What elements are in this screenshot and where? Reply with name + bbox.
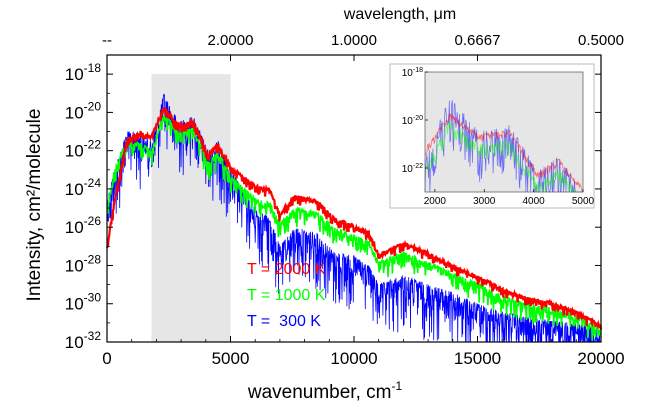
inset-x-tick-label: 3000 bbox=[473, 196, 496, 207]
y-tick-label: 10-28 bbox=[65, 252, 102, 275]
x-tick-label: 10000 bbox=[330, 349, 377, 368]
inset-series-line-1 bbox=[424, 121, 583, 194]
y-tick-label: 10-22 bbox=[65, 138, 102, 161]
top-axis: -- 2.0000 1.0000 0.6667 0.5000 bbox=[102, 32, 624, 61]
x-tick-label: 15000 bbox=[454, 349, 501, 368]
x-tick-label: 5000 bbox=[212, 349, 250, 368]
y-axis: 10-32 10-30 10-28 10-26 10-24 10-22 10-20 10-18 bbox=[65, 61, 601, 352]
top-tick-label: 2.0000 bbox=[208, 32, 254, 49]
legend-entry-1000k: T = 1000 K bbox=[247, 287, 326, 304]
top-tick-label: 1.0000 bbox=[331, 32, 377, 49]
x-axis-title: wavenumber, cm-1 bbox=[247, 379, 403, 403]
inset-frame bbox=[424, 71, 584, 193]
inset-y-tick-label: 10-22 bbox=[402, 163, 423, 175]
inset-x-tick-label: 5000 bbox=[572, 196, 595, 207]
x-axis-title-sup: -1 bbox=[391, 379, 402, 393]
top-tick-label: 0.5000 bbox=[578, 32, 624, 49]
legend-entry-300k: T = 300 K bbox=[247, 313, 321, 330]
y-tick-label: 10-24 bbox=[65, 176, 102, 199]
top-axis-title: wavelength, μm bbox=[343, 6, 456, 23]
inset-series-line-0 bbox=[424, 112, 584, 193]
x-tick-label: 20000 bbox=[577, 349, 624, 368]
y-axis-title: Intensity, cm²/molecule bbox=[24, 109, 45, 302]
y-tick-label: 10-18 bbox=[65, 61, 102, 84]
x-axis: 0 5000 10000 15000 20000 bbox=[102, 336, 625, 368]
x-tick-label: 0 bbox=[102, 349, 111, 368]
series-line-0 bbox=[105, 107, 603, 330]
y-tick-label: 10-20 bbox=[65, 99, 102, 122]
inset-plot: 2000 3000 4000 5000 10-18 10-20 10-22 bbox=[389, 63, 595, 209]
y-tick-label: 10-32 bbox=[65, 329, 102, 352]
top-tick-label: 0.6667 bbox=[455, 32, 501, 49]
x-axis-title-main: wavenumber, cm bbox=[247, 382, 392, 403]
inset-plot-area bbox=[425, 72, 583, 192]
legend: T = 2000 K T = 1000 K T = 300 K bbox=[247, 261, 326, 330]
inset-y-tick-label: 10-20 bbox=[402, 115, 423, 127]
inset-axes: 2000 3000 4000 5000 10-18 10-20 10-22 bbox=[402, 67, 595, 207]
y-tick-label: 10-26 bbox=[65, 214, 102, 237]
inset-y-tick-label: 10-18 bbox=[402, 67, 423, 79]
main-plot bbox=[105, 93, 603, 343]
legend-entry-2000k: T = 2000 K bbox=[247, 261, 326, 278]
y-tick-label: 10-30 bbox=[65, 291, 102, 314]
inset-x-tick-label: 4000 bbox=[523, 196, 546, 207]
series-layer bbox=[105, 93, 603, 343]
highlight-region bbox=[151, 74, 231, 342]
top-tick-label: -- bbox=[102, 32, 112, 49]
inset-series-layer bbox=[424, 100, 584, 194]
inset-x-tick-label: 2000 bbox=[424, 196, 447, 207]
